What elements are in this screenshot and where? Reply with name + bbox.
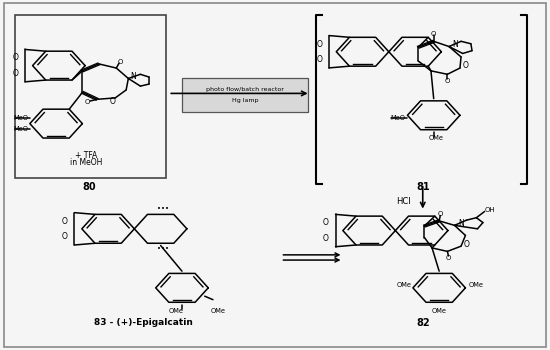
Text: OH: OH xyxy=(485,207,496,213)
Text: N: N xyxy=(459,219,465,228)
Text: Hg lamp: Hg lamp xyxy=(232,98,258,103)
Text: O: O xyxy=(118,59,123,65)
Text: O: O xyxy=(316,40,322,49)
Text: OMe: OMe xyxy=(432,308,447,314)
Text: •••: ••• xyxy=(157,246,169,252)
Text: OMe: OMe xyxy=(468,282,483,288)
Text: O: O xyxy=(464,240,470,249)
Bar xyxy=(15,15,166,179)
Text: HCl: HCl xyxy=(397,197,411,205)
Text: O: O xyxy=(438,211,443,217)
Text: O: O xyxy=(13,54,18,63)
Text: MeO: MeO xyxy=(13,115,29,121)
Text: OMe: OMe xyxy=(169,308,184,314)
Text: O: O xyxy=(463,62,469,70)
Text: N: N xyxy=(453,40,459,49)
Text: 82: 82 xyxy=(416,317,430,328)
Text: O: O xyxy=(323,218,328,228)
Text: O: O xyxy=(316,55,322,64)
Text: in MeOH: in MeOH xyxy=(70,158,102,167)
Text: + TFA: + TFA xyxy=(75,152,97,160)
Text: O: O xyxy=(62,217,68,226)
Bar xyxy=(182,78,308,112)
Text: •••: ••• xyxy=(157,206,169,212)
Text: MeO: MeO xyxy=(13,126,29,132)
Text: O: O xyxy=(62,232,68,241)
Text: 81: 81 xyxy=(416,182,430,192)
Text: OMe: OMe xyxy=(429,135,444,141)
Text: O: O xyxy=(109,97,116,106)
Text: O: O xyxy=(13,69,18,78)
Text: O: O xyxy=(446,255,451,261)
Text: MeO: MeO xyxy=(390,115,405,121)
Text: 80: 80 xyxy=(82,182,96,192)
Text: 83 - (+)-Epigalcatin: 83 - (+)-Epigalcatin xyxy=(94,318,193,327)
Text: photo flow/batch reactor: photo flow/batch reactor xyxy=(206,88,284,92)
Text: OMe: OMe xyxy=(397,282,411,288)
Text: O: O xyxy=(431,31,436,37)
Text: O: O xyxy=(85,99,90,105)
Text: O: O xyxy=(445,78,450,84)
Text: O: O xyxy=(323,234,328,243)
Text: OMe: OMe xyxy=(211,308,226,314)
Text: N: N xyxy=(130,72,136,81)
